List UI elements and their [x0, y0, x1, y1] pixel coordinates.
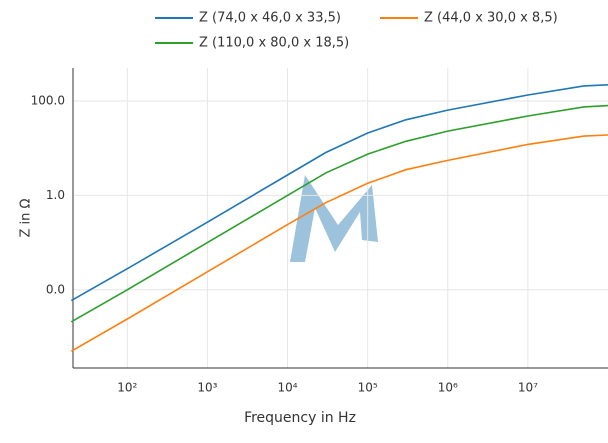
- y-tick-label: 100.0: [31, 93, 65, 107]
- legend-label: Z (44,0 x 30,0 x 8,5): [424, 11, 558, 26]
- x-tick-label: 10⁶: [438, 381, 458, 395]
- series-line: [70, 84, 608, 302]
- series-line: [70, 134, 608, 352]
- watermark: [290, 175, 378, 262]
- legend-label: Z (74,0 x 46,0 x 33,5): [199, 11, 341, 26]
- x-tick-label: 10³: [197, 381, 217, 395]
- x-tick-label: 10⁷: [518, 381, 538, 395]
- x-axis-label: Frequency in Hz: [244, 410, 356, 426]
- plot: 10² 10³ 10⁴ 10⁵ 10⁶ 10⁷ 0.0 1.0 100.0 Z (74,0 x 4…: [31, 11, 608, 395]
- legend-label: Z (110,0 x 80,0 x 18,5): [199, 36, 349, 51]
- x-tick-label: 10⁴: [277, 381, 297, 395]
- x-tick-label: 10⁵: [358, 381, 378, 395]
- y-tick-label: 1.0: [46, 188, 65, 202]
- y-axis-label: Z in Ω: [19, 198, 34, 237]
- series-line: [70, 104, 608, 323]
- y-tick-label: 0.0: [46, 282, 65, 296]
- x-tick-label: 10²: [117, 381, 137, 395]
